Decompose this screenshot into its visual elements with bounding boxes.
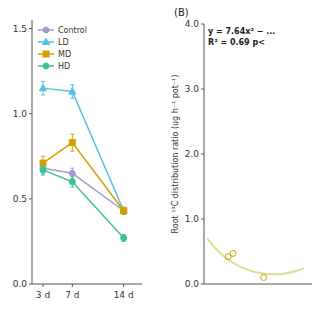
error-bar-cap (70, 168, 74, 169)
error-bar (41, 165, 45, 175)
error-bar-cap (70, 98, 74, 99)
error-bar-cap (70, 151, 74, 152)
legend-label: Control (58, 26, 87, 35)
data-point (261, 275, 267, 281)
error-bar (41, 163, 45, 173)
y-tick-label: 0.5 (13, 194, 27, 204)
data-point (40, 84, 47, 90)
y-tick-label: 1.5 (13, 24, 27, 34)
error-bar (122, 207, 126, 214)
legend: Control LD MD HD (38, 26, 87, 71)
y-tick-label: 2.0 (185, 149, 200, 159)
data-point (40, 167, 46, 173)
y-tick (29, 198, 32, 199)
y-tick (201, 284, 204, 285)
y-tick-label: 1.0 (13, 109, 28, 119)
error-bar-cap (70, 134, 74, 135)
error-bar-cap (41, 81, 45, 82)
data-point (230, 250, 236, 256)
error-bar-cap (70, 176, 74, 177)
x-tick (72, 284, 73, 287)
data-point (40, 160, 46, 166)
error-bar-cap (41, 164, 45, 165)
error-bar (122, 235, 126, 242)
error-bar (122, 207, 126, 214)
x-tick-label: 7 d (65, 290, 79, 300)
legend-marker (43, 38, 50, 44)
y-axis (32, 20, 33, 284)
data-point (69, 88, 76, 94)
y-tick (201, 219, 204, 220)
y-axis-label: Root ¹³C distribution ratio (ug h⁻¹ pot⁻… (171, 75, 180, 234)
y-tick-label: 1.0 (185, 214, 200, 224)
x-axis (32, 284, 142, 285)
legend-item: Control (38, 26, 87, 35)
data-point (69, 179, 75, 185)
data-point (69, 140, 75, 146)
data-point (121, 235, 127, 241)
panel-label: (B) (174, 7, 189, 18)
series-line (43, 143, 124, 211)
legend-item: HD (38, 62, 70, 71)
panel-0: 0.0 0.5 1.0 1.5 3 d 7 d 14 d Control LD MD HD (13, 20, 142, 300)
series-line (43, 88, 124, 211)
x-tick (43, 284, 44, 287)
legend-marker (43, 63, 49, 69)
legend-marker (43, 27, 49, 33)
y-tick (201, 24, 204, 25)
chart-root: 0.0 0.5 1.0 1.5 3 d 7 d 14 d Control LD MD HD 0.0 1.… (0, 0, 320, 320)
y-tick (29, 28, 32, 29)
y-tick-label: 3.0 (185, 84, 200, 94)
y-tick-label: 0.0 (185, 279, 200, 289)
legend-label: LD (58, 38, 69, 47)
legend-item: LD (38, 38, 69, 47)
error-bar-cap (41, 94, 45, 95)
legend-label: HD (58, 62, 70, 71)
y-tick-label: 4.0 (185, 19, 200, 29)
plot-area (207, 239, 304, 281)
y-tick (29, 113, 32, 114)
y-tick (201, 89, 204, 90)
data-point (121, 208, 127, 214)
annotation: y = 7.64x² − ... (208, 27, 275, 36)
y-tick (29, 284, 32, 285)
x-tick (123, 284, 124, 287)
series-line (207, 239, 304, 275)
x-axis (204, 284, 312, 285)
y-tick (201, 154, 204, 155)
error-bar-cap (41, 174, 45, 175)
error-bar (70, 168, 74, 178)
error-bar (122, 207, 126, 214)
y-tick-label: 0.0 (13, 279, 28, 289)
x-tick-label: 3 d (36, 290, 50, 300)
data-point (69, 170, 75, 176)
error-bar (70, 134, 74, 151)
error-bar-cap (70, 186, 74, 187)
error-bar-cap (70, 84, 74, 85)
annotation: R² = 0.69 p< (208, 38, 265, 47)
panel-1: 0.0 1.0 2.0 3.0 4.0 Root ¹³C distribution rat… (171, 7, 312, 289)
x-tick-label: 14 d (114, 290, 134, 300)
legend-marker (43, 51, 49, 57)
data-point (120, 207, 127, 213)
series-line (43, 170, 124, 238)
error-bar-cap (41, 156, 45, 157)
legend-label: MD (58, 50, 71, 59)
error-bar (70, 177, 74, 187)
data-point (121, 208, 127, 214)
plot-area (40, 81, 128, 241)
legend-item: MD (38, 50, 71, 59)
